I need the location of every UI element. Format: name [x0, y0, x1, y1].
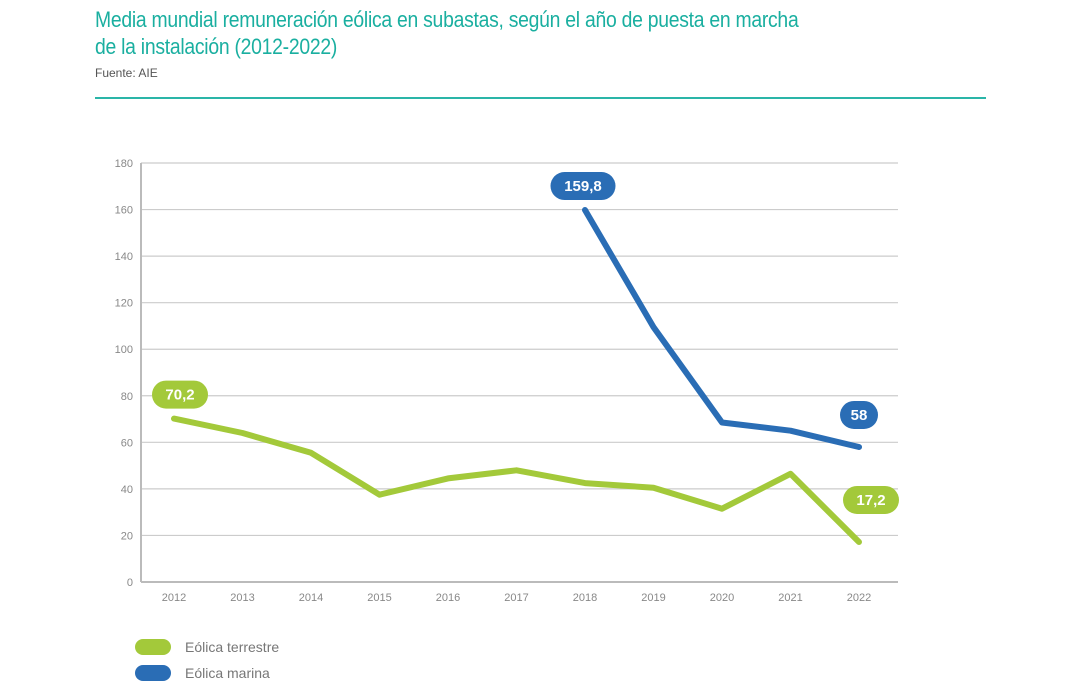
- data-label-pill: [152, 380, 208, 409]
- data-label: 58: [840, 400, 878, 429]
- data-label-pill: [840, 400, 878, 429]
- y-tick-label: 160: [115, 205, 133, 217]
- data-label-text: 159,8: [564, 178, 602, 195]
- x-tick-label: 2019: [641, 592, 665, 604]
- y-tick-label: 180: [115, 158, 133, 170]
- series-line-terrestre: [171, 415, 862, 545]
- x-tick-label: 2013: [230, 592, 254, 604]
- x-tick-label: 2017: [504, 592, 528, 604]
- series-line-marina: [582, 207, 862, 450]
- y-tick-label: 100: [115, 344, 133, 356]
- data-label-text: 70,2: [165, 387, 194, 404]
- chart-title: Media mundial remuneración eólica en sub…: [95, 7, 799, 59]
- data-label-pill: [843, 485, 899, 514]
- data-label: 159,8: [550, 172, 616, 201]
- x-tick-label: 2021: [778, 592, 802, 604]
- x-tick-label: 2014: [299, 592, 323, 604]
- legend-item-terrestre: Eólica terrestre: [135, 634, 279, 660]
- y-tick-label: 140: [115, 251, 133, 263]
- legend-label-terrestre: Eólica terrestre: [185, 639, 280, 655]
- x-tick-label: 2016: [436, 592, 460, 604]
- x-tick-label: 2015: [367, 592, 391, 604]
- legend-item-marina: Eólica marina: [135, 660, 279, 686]
- x-tick-label: 2018: [573, 592, 597, 604]
- data-label-text: 58: [851, 407, 868, 424]
- legend-swatch-terrestre: [135, 639, 171, 655]
- data-label: 17,2: [843, 485, 899, 514]
- title-divider: [95, 97, 986, 99]
- x-tick-label: 2022: [847, 592, 871, 604]
- y-tick-label: 120: [115, 298, 133, 310]
- y-tick-label: 20: [121, 530, 133, 542]
- y-tick-label: 40: [121, 484, 133, 496]
- y-tick-label: 60: [121, 437, 133, 449]
- x-tick-label: 2012: [162, 592, 186, 604]
- chart-source: Fuente: AIE: [95, 66, 158, 80]
- y-tick-label: 0: [127, 577, 133, 589]
- x-tick-label: 2020: [710, 592, 734, 604]
- data-label: 70,2: [152, 380, 208, 409]
- legend: Eólica terrestre Eólica marina: [135, 634, 279, 686]
- legend-swatch-marina: [135, 665, 171, 681]
- data-label-text: 17,2: [856, 492, 885, 509]
- y-tick-label: 80: [121, 391, 133, 403]
- legend-label-marina: Eólica marina: [185, 665, 270, 681]
- data-label-pill: [550, 172, 616, 201]
